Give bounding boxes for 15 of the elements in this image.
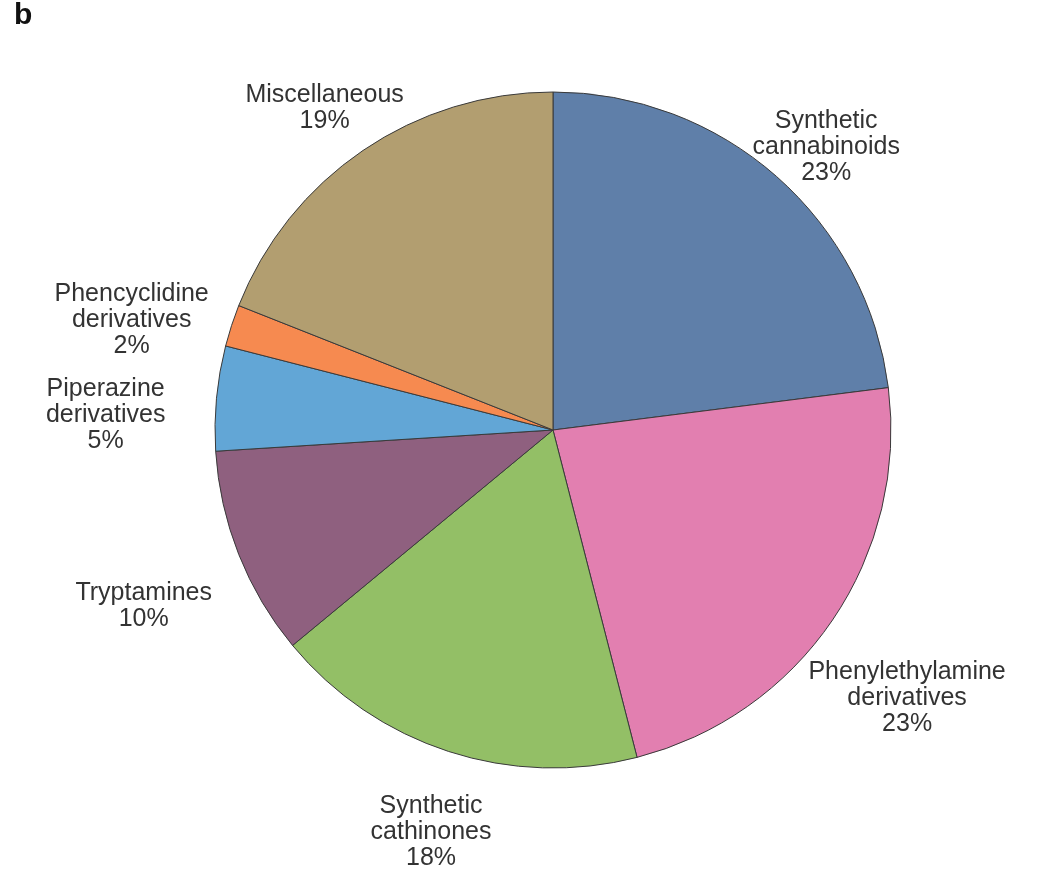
- data-label: 23%: [882, 707, 933, 736]
- slice-label: Synthetic cathinones: [370, 790, 492, 845]
- data-label: 2%: [113, 330, 150, 359]
- data-label: 19%: [299, 104, 350, 133]
- data-label: 10%: [118, 603, 169, 632]
- data-label: 23%: [801, 157, 852, 186]
- chart-title: b: [14, 0, 33, 30]
- slice-label: Miscellaneous: [245, 78, 404, 107]
- slice-label: Phenylethylamine derivatives: [808, 655, 1006, 710]
- slice-label: Tryptamines: [75, 577, 212, 606]
- slice-label: Synthetic cannabinoids: [752, 105, 900, 160]
- slice-label: Piperazine derivatives: [45, 372, 166, 427]
- data-label: 18%: [406, 842, 457, 871]
- slice-label: Phencyclidine derivatives: [54, 278, 209, 333]
- data-label: 5%: [87, 424, 124, 453]
